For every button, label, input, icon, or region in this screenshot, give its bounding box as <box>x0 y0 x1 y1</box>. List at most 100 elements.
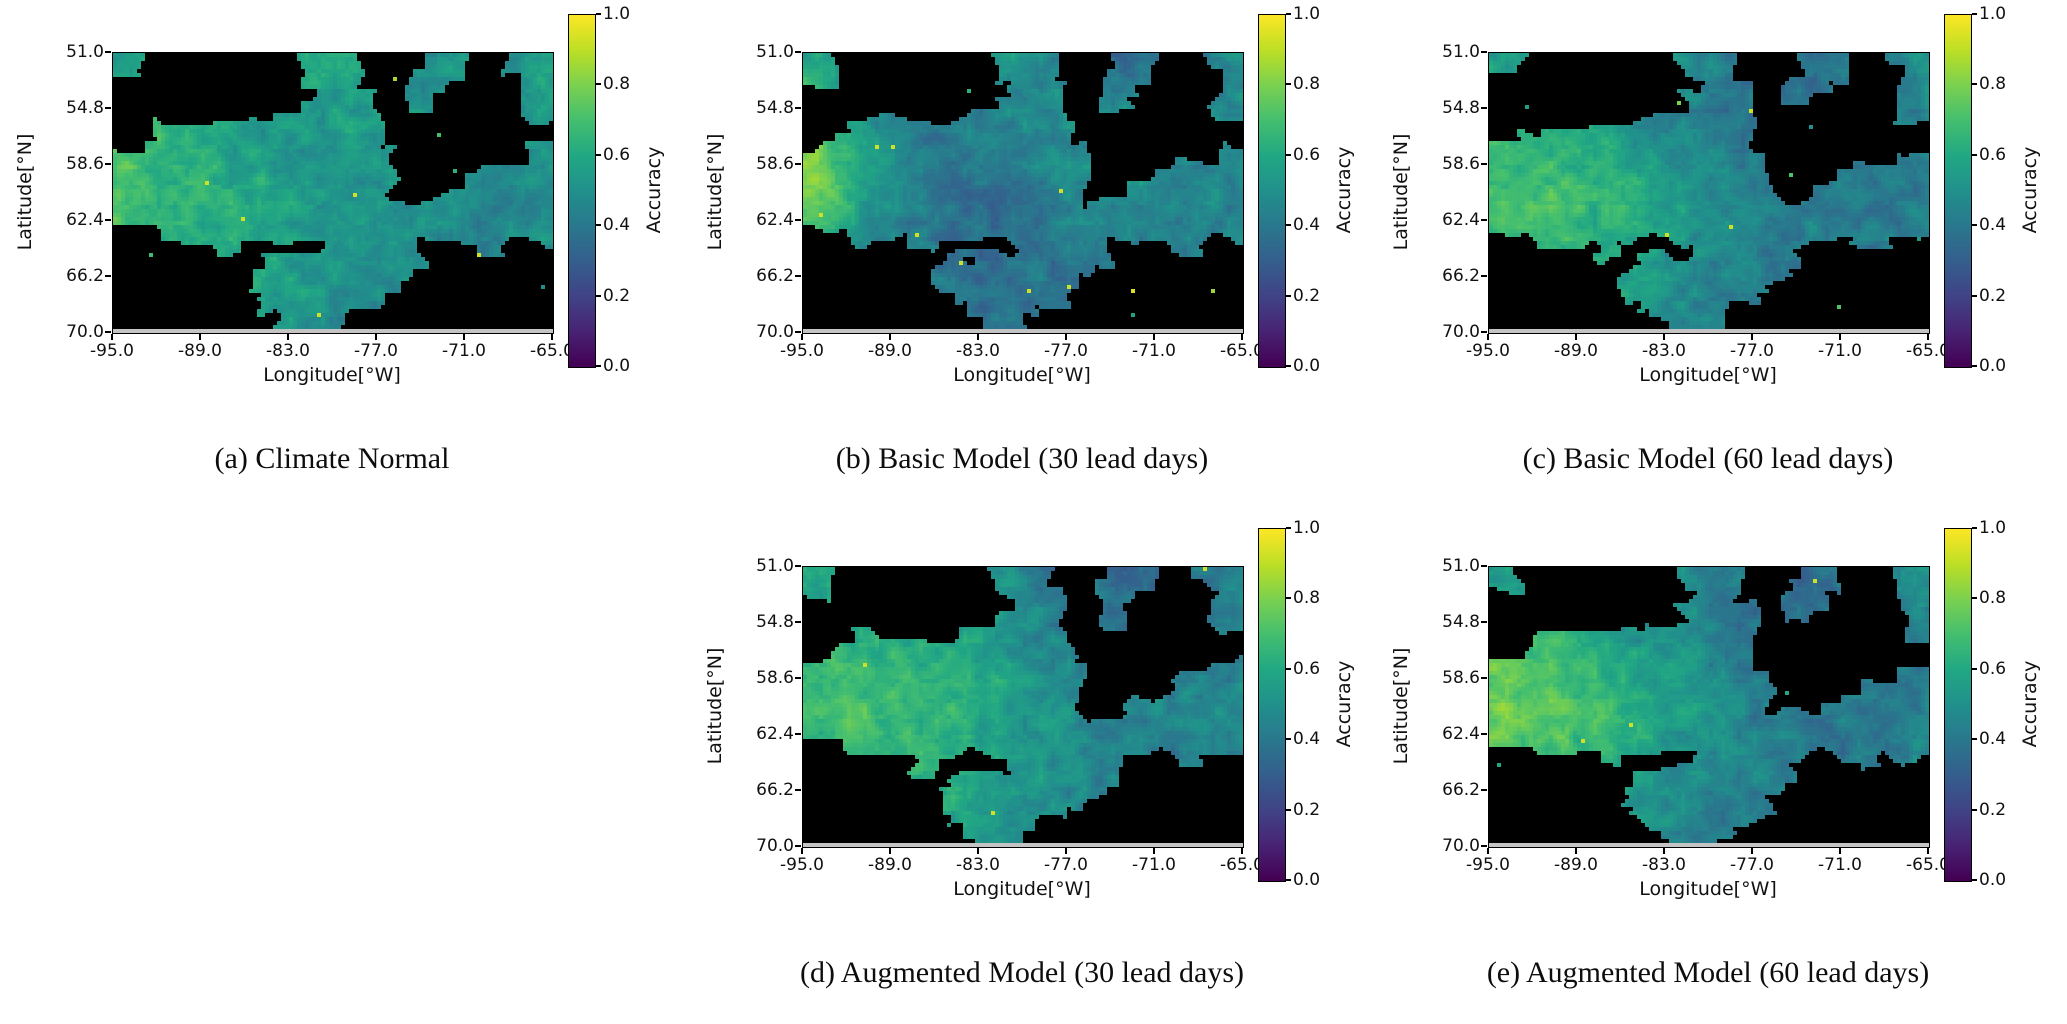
colorbar-tick-label: 1.0 <box>1293 4 1321 24</box>
colorbar-tick-mark <box>596 13 601 15</box>
y-tick-label: 66.2 <box>756 780 794 800</box>
x-tick-label: -83.0 <box>956 855 1000 875</box>
x-tick-label: -65.0 <box>530 341 574 361</box>
colorbar-tick-label: 0.8 <box>1293 74 1321 94</box>
colorbar-tick-mark <box>1972 83 1977 85</box>
x-tick-mark <box>375 334 377 340</box>
x-tick-mark <box>1839 334 1841 340</box>
heatmap-canvas <box>803 567 1243 847</box>
y-tick-mark <box>795 789 801 791</box>
x-tick-label: -95.0 <box>780 341 824 361</box>
y-tick-mark <box>105 219 111 221</box>
x-tick-mark <box>1241 848 1243 854</box>
y-tick-label: 62.4 <box>756 724 794 744</box>
colorbar-tick-label: 0.6 <box>603 145 631 165</box>
y-tick-label: 54.8 <box>756 612 794 632</box>
colorbar-tick-label: 0.8 <box>1979 588 2007 608</box>
colorbar-tick-label: 1.0 <box>1293 518 1321 538</box>
x-tick-mark <box>111 334 113 340</box>
y-tick-mark <box>1481 163 1487 165</box>
heatmap-canvas <box>1489 567 1929 847</box>
colorbar-label: Accuracy <box>1333 146 1355 234</box>
x-tick-label: -71.0 <box>442 341 486 361</box>
x-tick-label: -83.0 <box>1642 341 1686 361</box>
colorbar-tick-mark <box>1972 738 1977 740</box>
heatmap-plot <box>802 52 1244 334</box>
colorbar-tick-mark <box>1286 13 1291 15</box>
y-tick-mark <box>795 565 801 567</box>
y-tick-mark <box>795 219 801 221</box>
colorbar-tick-label: 0.2 <box>1979 286 2007 306</box>
panel-caption: (b) Basic Model (30 lead days) <box>835 442 1209 475</box>
colorbar-tick-label: 1.0 <box>1979 4 2007 24</box>
x-tick-mark <box>1663 334 1665 340</box>
y-tick-label: 70.0 <box>66 322 104 342</box>
colorbar <box>1944 528 1972 882</box>
colorbar-label: Accuracy <box>2019 660 2041 748</box>
colorbar-tick-label: 0.4 <box>1979 729 2007 749</box>
x-tick-mark <box>1927 848 1929 854</box>
x-tick-label: -65.0 <box>1906 855 1950 875</box>
panel-climate-normal: Latitude[°N] 51.0 54.8 58.6 62.4 66.2 70… <box>12 4 692 510</box>
y-tick-mark <box>795 163 801 165</box>
y-tick-label: 66.2 <box>66 266 104 286</box>
colorbar-tick-mark <box>1972 365 1977 367</box>
colorbar-tick-label: 0.6 <box>1979 145 2007 165</box>
y-tick-label: 62.4 <box>756 210 794 230</box>
colorbar-tick-mark <box>1286 365 1291 367</box>
x-tick-label: -77.0 <box>1730 341 1774 361</box>
y-axis-label: Latitude[°N] <box>704 647 726 765</box>
y-tick-label: 70.0 <box>756 322 794 342</box>
colorbar-tick-mark <box>1972 224 1977 226</box>
x-tick-mark <box>1751 848 1753 854</box>
x-tick-label: -95.0 <box>1466 855 1510 875</box>
y-tick-mark <box>795 107 801 109</box>
colorbar-tick-label: 0.2 <box>1293 286 1321 306</box>
x-tick-label: -71.0 <box>1132 341 1176 361</box>
x-tick-label: -95.0 <box>90 341 134 361</box>
y-tick-mark <box>795 677 801 679</box>
x-tick-mark <box>1575 334 1577 340</box>
colorbar-tick-mark <box>1286 879 1291 881</box>
heatmap-canvas <box>113 53 553 333</box>
panel-caption: (a) Climate Normal <box>214 442 450 475</box>
y-tick-label: 62.4 <box>66 210 104 230</box>
x-tick-mark <box>1065 848 1067 854</box>
x-tick-mark <box>1065 334 1067 340</box>
colorbar-gradient <box>1259 15 1285 367</box>
y-tick-mark <box>105 107 111 109</box>
colorbar-tick-mark <box>1286 668 1291 670</box>
colorbar-tick-label: 0.6 <box>1979 659 2007 679</box>
y-axis-label: Latitude[°N] <box>1390 133 1412 251</box>
y-tick-label: 62.4 <box>1442 724 1480 744</box>
colorbar-tick-mark <box>1972 13 1977 15</box>
x-tick-mark <box>1751 334 1753 340</box>
x-tick-label: -65.0 <box>1220 855 1264 875</box>
y-tick-label: 51.0 <box>1442 42 1480 62</box>
colorbar-tick-mark <box>1972 295 1977 297</box>
colorbar-tick-mark <box>596 83 601 85</box>
y-tick-label: 58.6 <box>1442 154 1480 174</box>
y-tick-label: 51.0 <box>756 556 794 576</box>
colorbar <box>1944 14 1972 368</box>
x-tick-mark <box>801 848 803 854</box>
panel-caption: (d) Augmented Model (30 lead days) <box>799 956 1245 989</box>
y-tick-label: 66.2 <box>1442 266 1480 286</box>
y-tick-label: 51.0 <box>66 42 104 62</box>
colorbar-tick-mark <box>1286 597 1291 599</box>
y-tick-mark <box>795 275 801 277</box>
colorbar-tick-label: 0.0 <box>1979 870 2007 890</box>
y-tick-mark <box>795 331 801 333</box>
y-tick-label: 70.0 <box>1442 836 1480 856</box>
y-tick-label: 58.6 <box>756 154 794 174</box>
colorbar <box>568 14 596 368</box>
x-tick-mark <box>199 334 201 340</box>
colorbar-tick-label: 0.2 <box>603 286 631 306</box>
x-tick-label: -65.0 <box>1220 341 1264 361</box>
heatmap-canvas <box>1489 53 1929 333</box>
colorbar <box>1258 14 1286 368</box>
y-tick-mark <box>795 733 801 735</box>
colorbar-tick-label: 0.6 <box>1293 145 1321 165</box>
panel-augmented-model-60: Latitude[°N] 51.0 54.8 58.6 62.4 66.2 70… <box>1388 518 2067 1024</box>
colorbar-tick-label: 0.0 <box>1979 356 2007 376</box>
